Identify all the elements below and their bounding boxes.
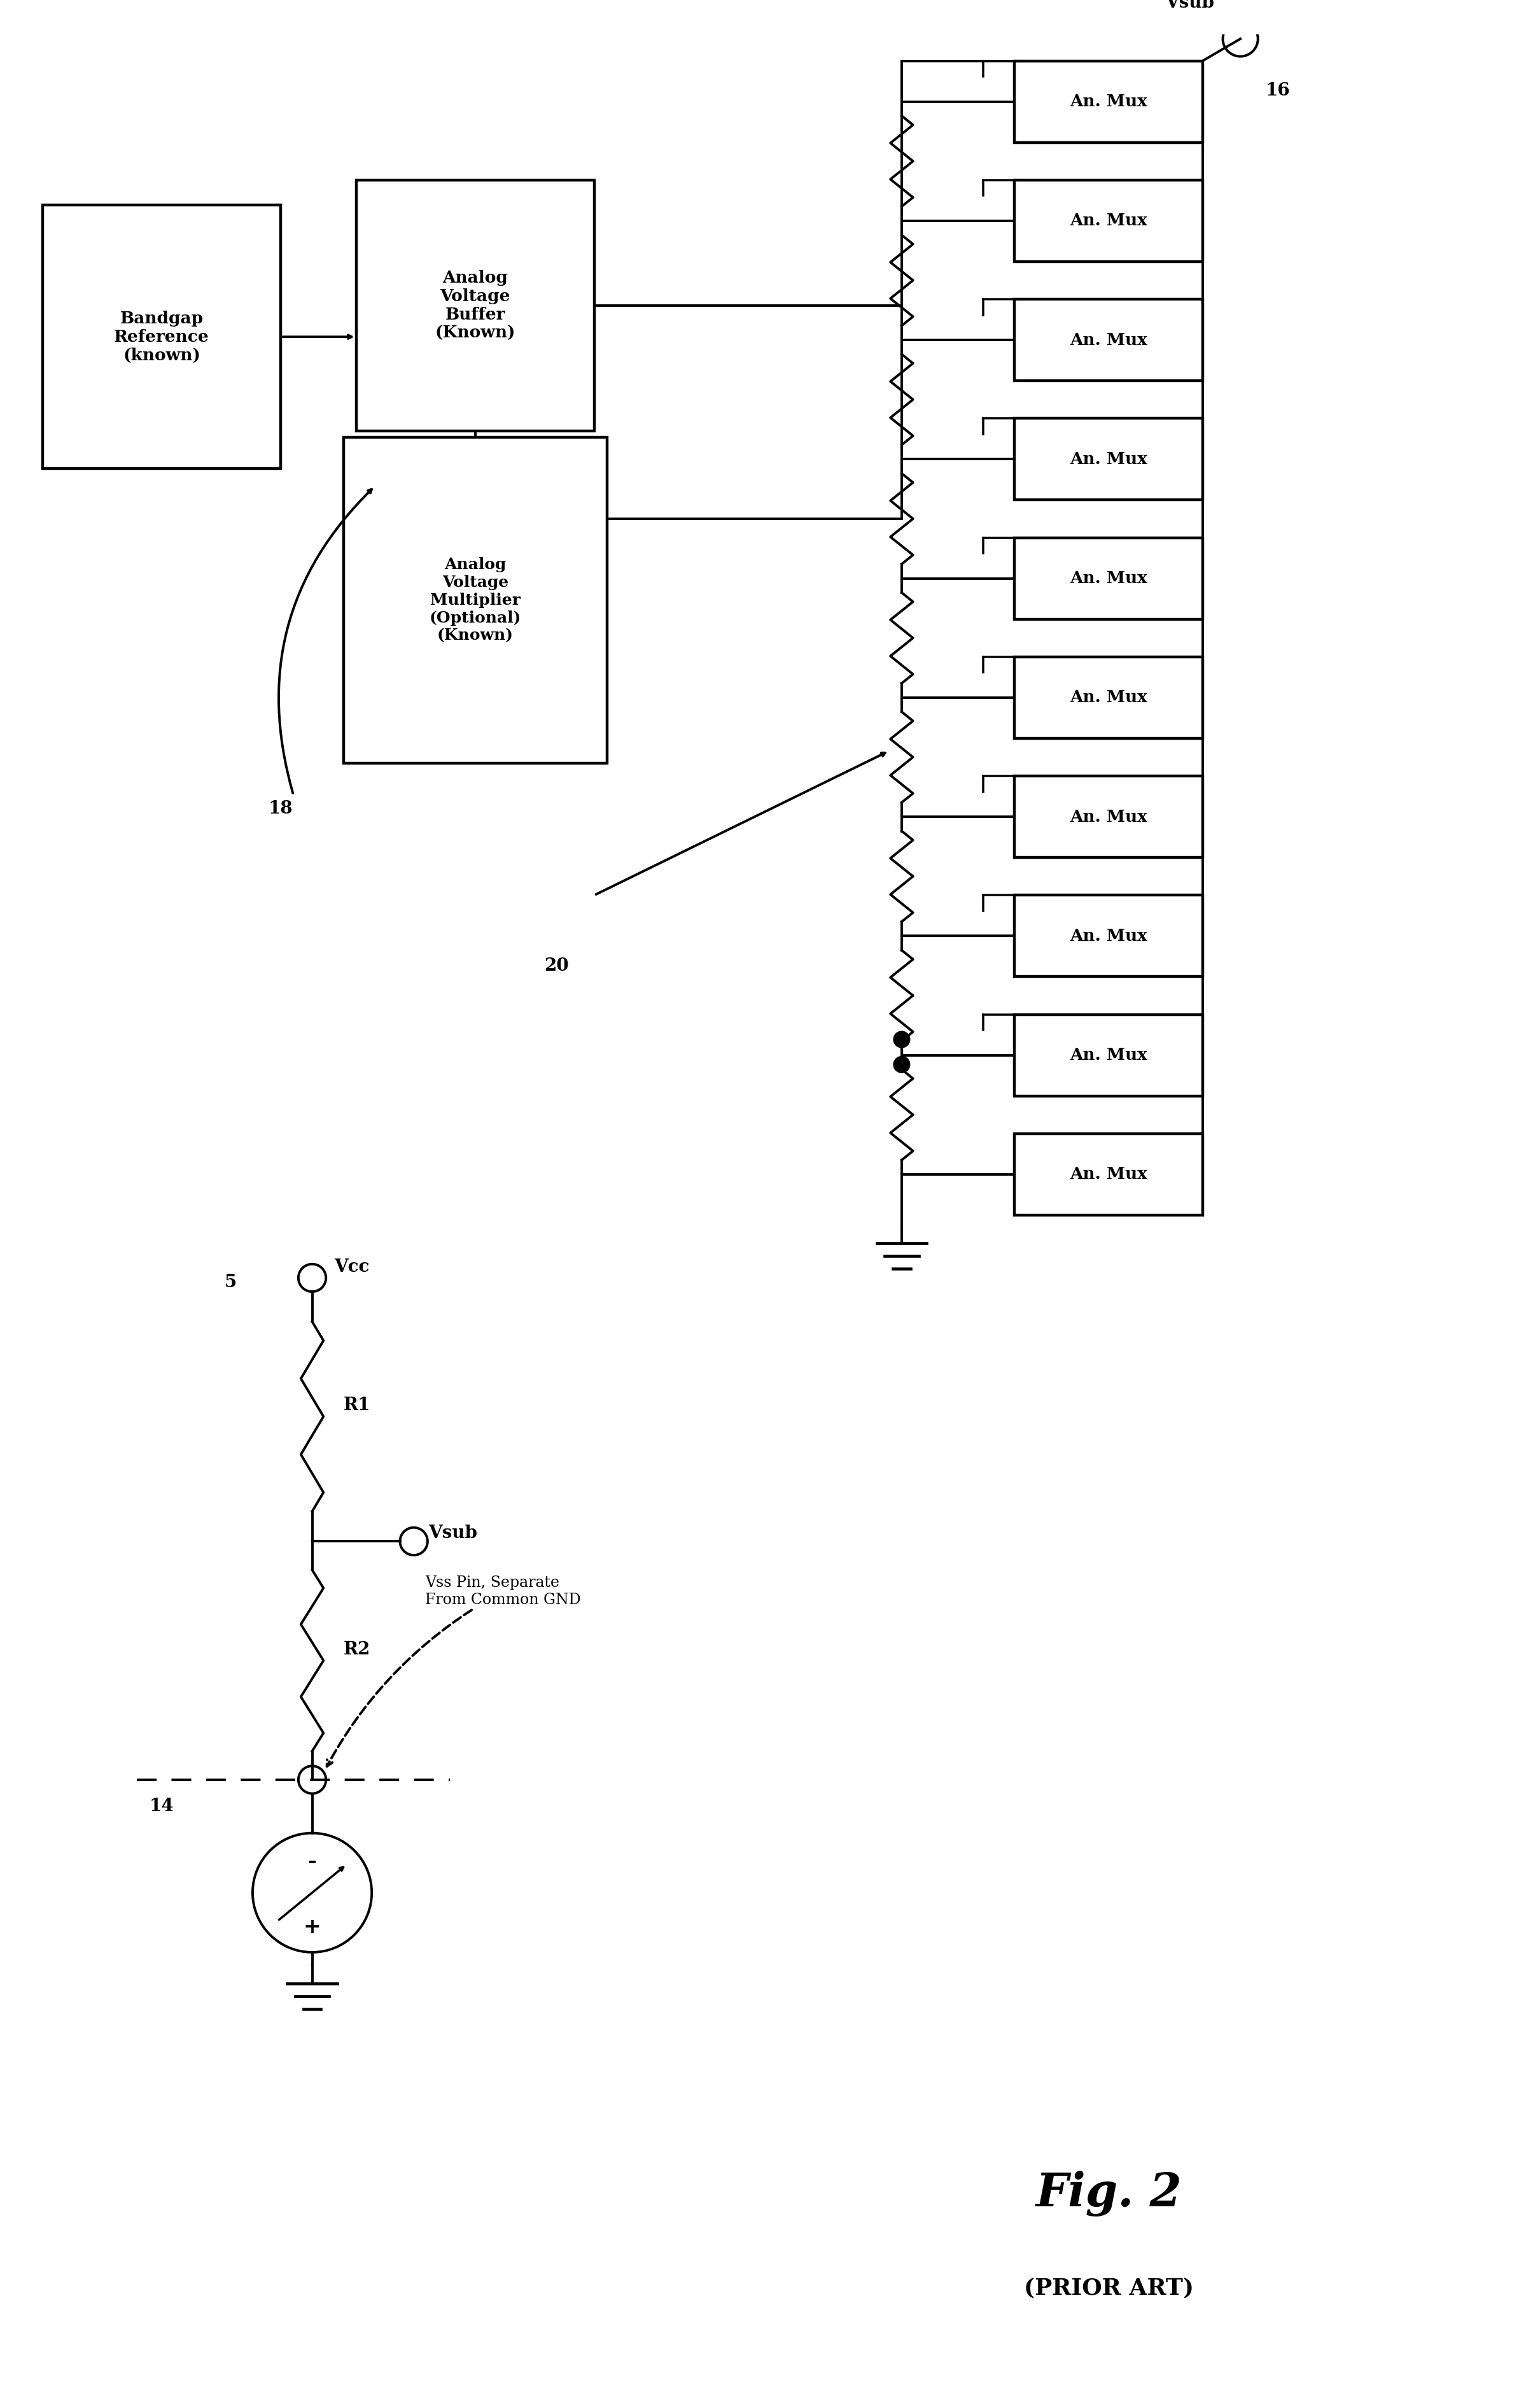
Bar (43, 205, 280, 469)
Bar (1015, 777, 1203, 858)
Text: An. Mux: An. Mux (1070, 450, 1147, 467)
Bar (1015, 896, 1203, 977)
Text: An. Mux: An. Mux (1070, 810, 1147, 824)
Text: An. Mux: An. Mux (1070, 691, 1147, 705)
Text: An. Mux: An. Mux (1070, 93, 1147, 110)
Bar (1015, 538, 1203, 619)
Text: 20: 20 (544, 958, 568, 974)
Text: An. Mux: An. Mux (1070, 1048, 1147, 1062)
Bar (1015, 300, 1203, 381)
Bar (1015, 1134, 1203, 1215)
Text: An. Mux: An. Mux (1070, 212, 1147, 229)
Text: Vsub: Vsub (1166, 0, 1214, 12)
Text: 5: 5 (225, 1274, 237, 1291)
Text: (PRIOR ART): (PRIOR ART) (1024, 2277, 1194, 2299)
Text: Analog
Voltage
Multiplier
(Optional)
(Known): Analog Voltage Multiplier (Optional) (Kn… (430, 557, 521, 643)
Text: Fig. 2: Fig. 2 (1035, 2170, 1181, 2218)
Text: An. Mux: An. Mux (1070, 1167, 1147, 1181)
Text: Vsub: Vsub (428, 1524, 477, 1541)
Bar (356, 181, 594, 431)
Text: Analog
Voltage
Buffer
(Known): Analog Voltage Buffer (Known) (434, 269, 516, 341)
Text: -: - (308, 1851, 317, 1872)
Text: An. Mux: An. Mux (1070, 331, 1147, 348)
Text: R1: R1 (343, 1396, 371, 1415)
Text: 18: 18 (268, 800, 293, 817)
Bar (1015, 657, 1203, 738)
Text: R2: R2 (343, 1641, 371, 1658)
Text: An. Mux: An. Mux (1070, 569, 1147, 586)
Bar (343, 438, 607, 762)
Text: Vcc: Vcc (334, 1258, 370, 1274)
Text: 16: 16 (1266, 81, 1291, 100)
Text: +: + (303, 1918, 320, 1937)
Circle shape (893, 1055, 910, 1072)
Bar (1015, 62, 1203, 143)
Text: Bandgap
Reference
(known): Bandgap Reference (known) (114, 310, 209, 362)
Text: Vss Pin, Separate
From Common GND: Vss Pin, Separate From Common GND (326, 1575, 581, 1767)
Bar (1015, 181, 1203, 262)
Text: An. Mux: An. Mux (1070, 929, 1147, 943)
Bar (1015, 419, 1203, 500)
Bar (1015, 1015, 1203, 1096)
Text: 14: 14 (149, 1798, 174, 1815)
Circle shape (893, 1031, 910, 1048)
